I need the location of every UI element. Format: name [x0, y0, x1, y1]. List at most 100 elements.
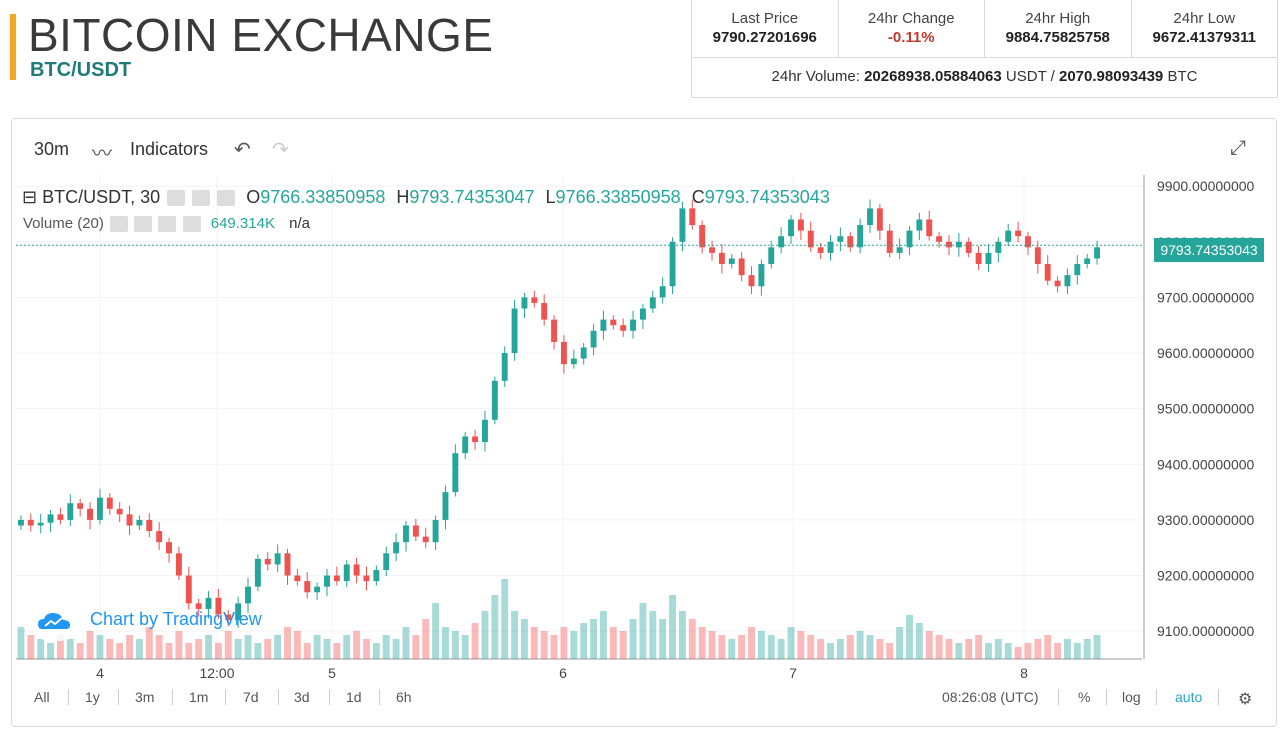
gear-icon[interactable] — [158, 216, 177, 233]
indicators-icon[interactable]: 〰 — [92, 143, 112, 165]
volume-bar — [1063, 639, 1071, 659]
eye-icon[interactable] — [134, 216, 153, 233]
time-axis-label: 4 — [96, 665, 104, 681]
candle-body — [718, 252, 725, 265]
volume-bar — [303, 643, 311, 659]
volume-bar — [955, 643, 963, 659]
legend-high-value: 9793.74353047 — [409, 187, 535, 207]
settings-gear-icon[interactable]: ⚙ — [1238, 691, 1253, 708]
volume-bar — [135, 639, 143, 659]
legend-high-label: H — [396, 187, 410, 207]
volume-bar — [777, 639, 785, 659]
volume-bar — [639, 603, 647, 659]
volume-legend-value: 649.314K — [210, 215, 275, 232]
undo-icon[interactable]: ↶ — [234, 139, 251, 161]
interval-button[interactable]: 30m — [34, 139, 70, 159]
collapse-icon[interactable]: ⊟ — [22, 187, 38, 207]
volume-bar — [738, 635, 746, 659]
price-chart[interactable]: 9900.000000009800.000000009700.000000009… — [12, 119, 1278, 728]
chevron-down-icon[interactable] — [110, 216, 129, 233]
range-6h[interactable]: 6h — [396, 689, 412, 705]
candle-body — [748, 275, 755, 287]
pair-subtitle: BTC/USDT — [30, 59, 132, 81]
indicators-button[interactable]: Indicators — [130, 139, 209, 159]
candle-body — [620, 325, 627, 331]
close-icon[interactable] — [182, 216, 201, 233]
utc-clock[interactable]: 08:26:08 (UTC) — [942, 689, 1039, 705]
stat-value: -0.11% — [887, 29, 935, 46]
range-all[interactable]: All — [34, 689, 50, 705]
candle-body — [926, 219, 933, 237]
candle-body — [17, 519, 24, 526]
tradingview-logo-icon[interactable] — [30, 601, 80, 641]
volume-bar — [244, 635, 252, 659]
volume-bar — [254, 643, 262, 659]
volume-bar — [787, 627, 795, 659]
volume-bar — [797, 631, 805, 659]
page-title: BITCOIN EXCHANGE — [28, 9, 494, 61]
candle-body — [896, 247, 903, 253]
gear-icon[interactable] — [217, 190, 236, 207]
volume-bar — [442, 627, 449, 659]
stat-last-price: Last Price 9790.27201696 — [692, 0, 839, 57]
range-3d[interactable]: 3d — [294, 689, 310, 705]
legend-open-value: 9766.33850958 — [260, 187, 386, 207]
fullscreen-icon[interactable]: ⤢ — [1230, 137, 1246, 159]
candle-body — [570, 358, 577, 365]
tradingview-link[interactable]: Chart by TradingView — [90, 609, 262, 629]
range-1y[interactable]: 1y — [85, 689, 100, 705]
volume-bar — [669, 595, 676, 659]
volume-bar — [165, 643, 173, 659]
candle-body — [254, 558, 261, 587]
range-3m[interactable]: 3m — [135, 689, 155, 705]
chevron-down-icon[interactable] — [167, 190, 186, 207]
candle-body — [827, 241, 834, 253]
volume-bar — [274, 635, 282, 659]
redo-icon[interactable]: ↷ — [272, 139, 289, 161]
stat-24hr-low: 24hr Low 9672.41379311 — [1132, 0, 1278, 57]
volume-bar — [96, 635, 104, 659]
candle-body — [491, 380, 498, 420]
candle-body — [758, 264, 765, 287]
auto-toggle[interactable]: auto — [1175, 689, 1203, 705]
volume-bar — [856, 631, 864, 659]
volume-bar — [333, 643, 341, 659]
candle-body — [304, 581, 311, 593]
stat-value: 9884.75825758 — [1005, 29, 1110, 46]
volume-bar — [145, 627, 153, 659]
legend-close-value: 9793.74353043 — [704, 187, 830, 207]
candle-body — [955, 241, 962, 248]
eye-icon[interactable] — [192, 190, 211, 207]
stat-label: 24hr Low — [1173, 10, 1236, 27]
volume-bar — [66, 639, 74, 659]
candle-body — [876, 208, 883, 231]
candle-body — [166, 542, 172, 554]
range-7d[interactable]: 7d — [243, 689, 259, 705]
volume-bar — [323, 639, 331, 659]
candle-body — [481, 419, 488, 443]
candle-body — [541, 302, 548, 320]
candle-body — [689, 208, 696, 226]
candle-body — [531, 297, 538, 303]
log-toggle[interactable]: log — [1122, 689, 1141, 705]
candle-body — [126, 514, 133, 526]
candle-body — [669, 241, 676, 287]
percent-toggle[interactable]: % — [1078, 689, 1091, 705]
range-1m[interactable]: 1m — [189, 689, 209, 705]
volume-bar — [599, 611, 607, 659]
volume-bar — [688, 619, 696, 659]
candle-body — [560, 341, 567, 365]
candle-body — [412, 525, 419, 537]
candle-body — [472, 436, 479, 443]
candle-body — [649, 297, 656, 309]
volume-bar — [540, 631, 548, 659]
volume-bar — [708, 631, 716, 659]
volume-bar — [925, 631, 933, 659]
candle-body — [27, 519, 34, 526]
market-stats-panel: Last Price 9790.27201696 24hr Change -0.… — [691, 0, 1278, 98]
candle-body — [797, 219, 804, 231]
range-1d[interactable]: 1d — [346, 689, 362, 705]
volume-bar — [412, 635, 420, 659]
candle-body — [175, 553, 182, 576]
volume-bar — [590, 619, 598, 659]
